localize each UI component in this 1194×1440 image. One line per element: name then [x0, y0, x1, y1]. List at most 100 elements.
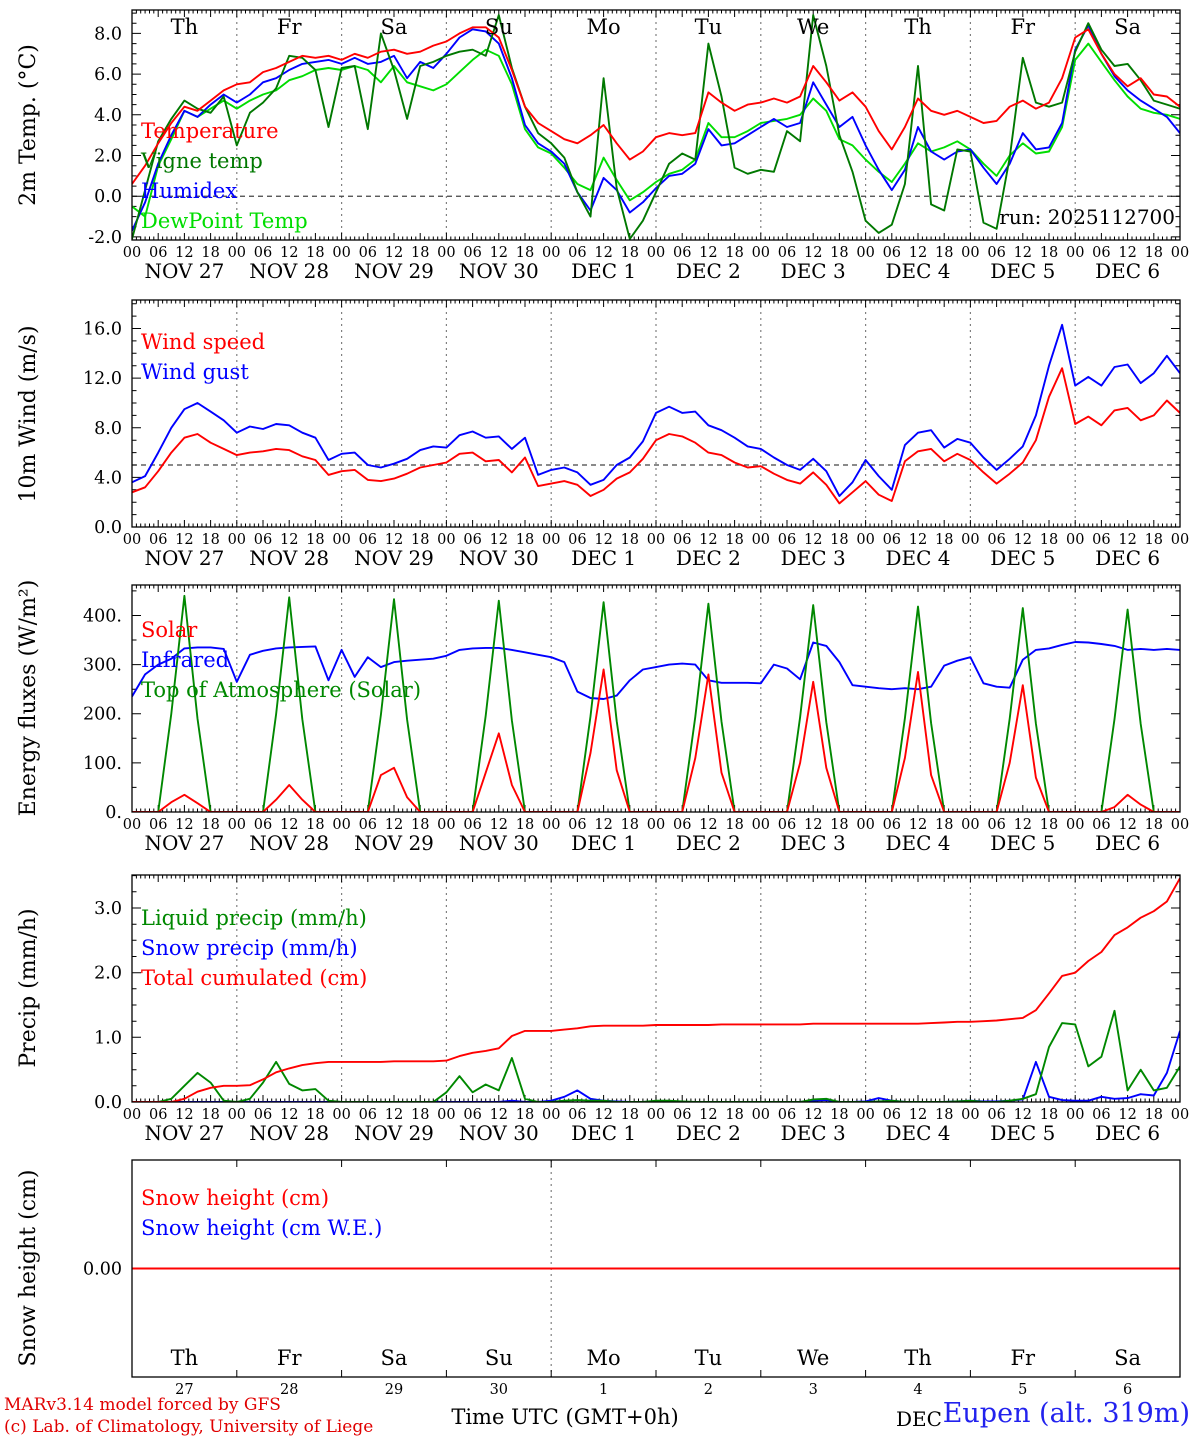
hour-tick-label: 00 [1066, 532, 1084, 548]
y-axis-title-snow: Snow height (cm) [16, 1169, 41, 1367]
series-total-cumulated-line [132, 877, 1180, 1102]
day-number-label: 5 [1018, 1382, 1027, 1398]
date-label: DEC 3 [781, 546, 846, 570]
series-humidex-line [132, 24, 1180, 232]
hour-tick-label: 00 [542, 532, 560, 548]
day-name-label: Mo [587, 15, 621, 39]
hour-tick-label: 12 [699, 245, 717, 261]
hour-tick-label: 00 [437, 245, 455, 261]
legend-toa-solar: Top of Atmosphere (Solar) [141, 678, 422, 702]
hour-tick-label: 06 [987, 245, 1005, 261]
date-label: DEC 4 [885, 1121, 950, 1145]
panel-frame [131, 874, 1181, 1103]
day-name-label: We [797, 1346, 829, 1370]
date-label: DEC 2 [676, 831, 741, 855]
hour-tick-label: 00 [332, 1107, 350, 1123]
model-credit: MARv3.14 model forced by GFS [4, 1395, 281, 1415]
day-name-label: Sa [381, 15, 408, 39]
hour-tick-label: 18 [830, 532, 848, 548]
y-tick-label: 6.0 [94, 65, 122, 85]
y-tick-label: 0.00 [83, 1260, 122, 1280]
date-label: NOV 27 [145, 546, 225, 570]
date-label: DEC 6 [1095, 259, 1160, 283]
hour-tick-label: 12 [909, 245, 927, 261]
hour-tick-label: 00 [437, 532, 455, 548]
hour-tick-label: 12 [1118, 245, 1136, 261]
panel-energy-panel: 0. 100. 200. 300. 400. 00 06 12 18 00 06 12 18 00 06 12… [83, 584, 1189, 855]
y-tick-label: 4.0 [94, 106, 122, 126]
y-tick-label: 2.0 [94, 147, 122, 167]
hour-tick-label: 12 [490, 1107, 508, 1123]
y-tick-label: 3.0 [94, 899, 122, 919]
hour-tick-label: 00 [961, 1107, 979, 1123]
hour-tick-label: 12 [804, 817, 822, 833]
hour-tick-label: 00 [752, 817, 770, 833]
x-ticks-bottom [131, 805, 1181, 812]
hour-tick-label: 18 [516, 817, 534, 833]
hour-tick-label: 00 [332, 817, 350, 833]
y-tick-label: 100. [83, 754, 122, 774]
hour-tick-label: 06 [254, 817, 272, 833]
hour-tick-label: 18 [935, 817, 953, 833]
date-label: DEC 5 [990, 831, 1055, 855]
hour-tick-label: 18 [1040, 817, 1058, 833]
hour-tick-label: 12 [1014, 1107, 1032, 1123]
legend-total-cumulated: Total cumulated (cm) [141, 966, 368, 990]
hour-tick-label: 00 [228, 1107, 246, 1123]
date-label: NOV 28 [249, 259, 329, 283]
hour-tick-label: 06 [1092, 1107, 1110, 1123]
hour-tick-label: 18 [1040, 245, 1058, 261]
hour-tick-label: 18 [935, 532, 953, 548]
date-label: DEC 1 [571, 546, 636, 570]
hour-tick-label: 06 [778, 1107, 796, 1123]
hour-tick-label: 00 [542, 1107, 560, 1123]
y-ticks [132, 12, 1180, 238]
series-temperature-line [132, 26, 1180, 185]
hour-tick-label: 18 [516, 1107, 534, 1123]
hour-tick-label: 18 [621, 245, 639, 261]
hour-tick-label: 18 [725, 532, 743, 548]
hour-tick-label: 06 [149, 1107, 167, 1123]
date-label: NOV 29 [354, 831, 434, 855]
hour-tick-label: 12 [909, 1107, 927, 1123]
hour-tick-label: 12 [490, 817, 508, 833]
hour-tick-label: 00 [1171, 1107, 1189, 1123]
date-label: DEC 6 [1095, 546, 1160, 570]
hour-tick-label: 00 [961, 245, 979, 261]
hour-tick-label: 12 [490, 245, 508, 261]
hour-tick-label: 18 [306, 1107, 324, 1123]
y-tick-label: 8.0 [94, 24, 122, 44]
series-infrared-line [132, 641, 1180, 700]
hour-tick-label: 00 [961, 532, 979, 548]
panel-frame [131, 584, 1181, 813]
hour-tick-label: 12 [804, 532, 822, 548]
y-tick-label: 0.0 [94, 187, 122, 207]
hour-tick-label: 12 [280, 817, 298, 833]
x-ticks-top [131, 300, 1181, 307]
date-label: DEC 3 [781, 1121, 846, 1145]
hour-tick-label: 00 [437, 817, 455, 833]
hour-tick-label: 00 [1066, 1107, 1084, 1123]
hour-tick-label: 06 [463, 245, 481, 261]
y-tick-label: 300. [83, 656, 122, 676]
hour-tick-label: 18 [411, 817, 429, 833]
hour-tick-label: 06 [463, 817, 481, 833]
date-label: NOV 27 [145, 259, 225, 283]
hour-tick-label: 12 [594, 817, 612, 833]
day-number-label: 30 [490, 1382, 508, 1398]
hour-tick-label: 06 [987, 532, 1005, 548]
hour-tick-label: 12 [280, 1107, 298, 1123]
legend-vigne-temp: Vigne temp [141, 149, 263, 173]
y-tick-label: 0. [105, 803, 122, 823]
hour-tick-label: 18 [621, 817, 639, 833]
panel-frame [131, 9, 1181, 241]
hour-tick-label: 06 [778, 532, 796, 548]
day-name-label: Su [485, 1346, 513, 1370]
y-tick-label: 2.0 [94, 964, 122, 984]
day-name-label: Fr [277, 1346, 303, 1370]
hour-tick-label: 18 [830, 245, 848, 261]
hour-tick-label: 00 [856, 532, 874, 548]
hour-tick-label: 06 [1092, 817, 1110, 833]
hour-tick-label: 06 [1092, 245, 1110, 261]
hour-tick-label: 06 [778, 245, 796, 261]
